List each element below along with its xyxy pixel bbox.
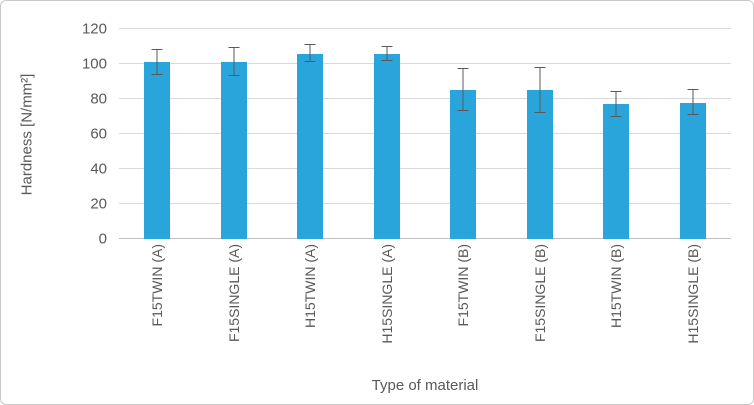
error-bar bbox=[309, 44, 311, 63]
error-bar-cap bbox=[610, 115, 622, 117]
bar-slot bbox=[502, 29, 579, 239]
x-tick: F15TWIN (A) bbox=[119, 244, 196, 370]
x-tick-label: H15TWIN (B) bbox=[608, 244, 625, 328]
y-tick-label: 80 bbox=[90, 90, 107, 108]
error-bar-cap bbox=[457, 110, 469, 112]
y-tick-label: 100 bbox=[81, 55, 107, 73]
bar bbox=[144, 62, 171, 239]
bar-slot bbox=[196, 29, 273, 239]
x-tick-label: F15SINGLE (B) bbox=[531, 244, 548, 343]
error-bar bbox=[462, 69, 464, 112]
bar bbox=[373, 53, 400, 239]
error-bar-cap bbox=[381, 45, 393, 47]
bar bbox=[603, 104, 630, 239]
y-tick-label: 120 bbox=[81, 20, 107, 38]
error-bar-cap bbox=[687, 89, 699, 91]
x-tick: H15TWIN (B) bbox=[578, 244, 655, 370]
x-tick: F15SINGLE (B) bbox=[502, 244, 579, 370]
bar-slot bbox=[578, 29, 655, 239]
error-bar-cap bbox=[534, 112, 546, 113]
error-bar bbox=[615, 92, 617, 117]
gridline bbox=[119, 98, 731, 100]
y-tick-label: 0 bbox=[98, 230, 107, 248]
bar-slot bbox=[349, 29, 426, 239]
x-tick: H15SINGLE (B) bbox=[655, 244, 732, 370]
bar bbox=[297, 53, 324, 239]
gridline bbox=[119, 168, 731, 170]
x-tick: H15TWIN (A) bbox=[272, 244, 349, 370]
error-bar-cap bbox=[151, 73, 163, 75]
gridline bbox=[119, 28, 731, 29]
error-bar-cap bbox=[304, 61, 316, 63]
x-tick: F15TWIN (B) bbox=[425, 244, 502, 370]
gridline bbox=[119, 203, 731, 205]
gridline bbox=[119, 133, 731, 134]
x-tick-label: H15SINGLE (A) bbox=[378, 244, 395, 344]
bar-slot bbox=[655, 29, 732, 239]
error-bar-cap bbox=[534, 66, 546, 68]
error-bar-cap bbox=[228, 75, 240, 77]
gridline bbox=[119, 63, 731, 64]
bar-slot bbox=[272, 29, 349, 239]
x-tick-label: F15TWIN (B) bbox=[455, 244, 472, 327]
x-tick-label: H15TWIN (A) bbox=[302, 244, 319, 328]
x-tick: F15SINGLE (A) bbox=[196, 244, 273, 370]
error-bar bbox=[156, 50, 158, 75]
error-bar-cap bbox=[610, 91, 622, 92]
x-axis-labels: F15TWIN (A) F15SINGLE (A) H15TWIN (A) H15SI… bbox=[119, 244, 731, 370]
error-bar-cap bbox=[151, 49, 163, 50]
x-tick-label: H15SINGLE (B) bbox=[684, 244, 701, 344]
x-tick: H15SINGLE (A) bbox=[349, 244, 426, 370]
x-tick-label: F15SINGLE (A) bbox=[225, 244, 242, 343]
error-bar bbox=[233, 48, 235, 77]
bar bbox=[450, 90, 477, 239]
error-bar-cap bbox=[457, 68, 469, 70]
bar bbox=[679, 102, 706, 239]
error-bar-cap bbox=[381, 59, 393, 61]
y-axis-ticks: 0 20 40 60 80 100 120 bbox=[45, 22, 107, 247]
bar bbox=[526, 90, 553, 239]
error-bar-cap bbox=[304, 43, 316, 45]
plot-area bbox=[119, 28, 732, 239]
x-axis-line bbox=[119, 238, 731, 239]
y-tick-label: 20 bbox=[90, 195, 107, 213]
bar-slot bbox=[119, 29, 196, 239]
bar bbox=[220, 62, 247, 239]
x-tick-label: F15TWIN (A) bbox=[149, 244, 166, 327]
error-bar bbox=[692, 90, 694, 115]
error-bar-cap bbox=[687, 113, 699, 115]
y-tick-label: 60 bbox=[90, 125, 107, 143]
error-bar-cap bbox=[228, 47, 240, 49]
y-axis-title: Hardness [N/mm²] bbox=[15, 29, 39, 239]
bar-slot bbox=[425, 29, 502, 239]
x-axis-title: Type of material bbox=[371, 377, 479, 394]
y-axis-title-text: Hardness [N/mm²] bbox=[18, 73, 36, 195]
error-bar bbox=[386, 46, 388, 61]
error-bar bbox=[539, 67, 541, 113]
y-tick-label: 40 bbox=[90, 160, 107, 178]
